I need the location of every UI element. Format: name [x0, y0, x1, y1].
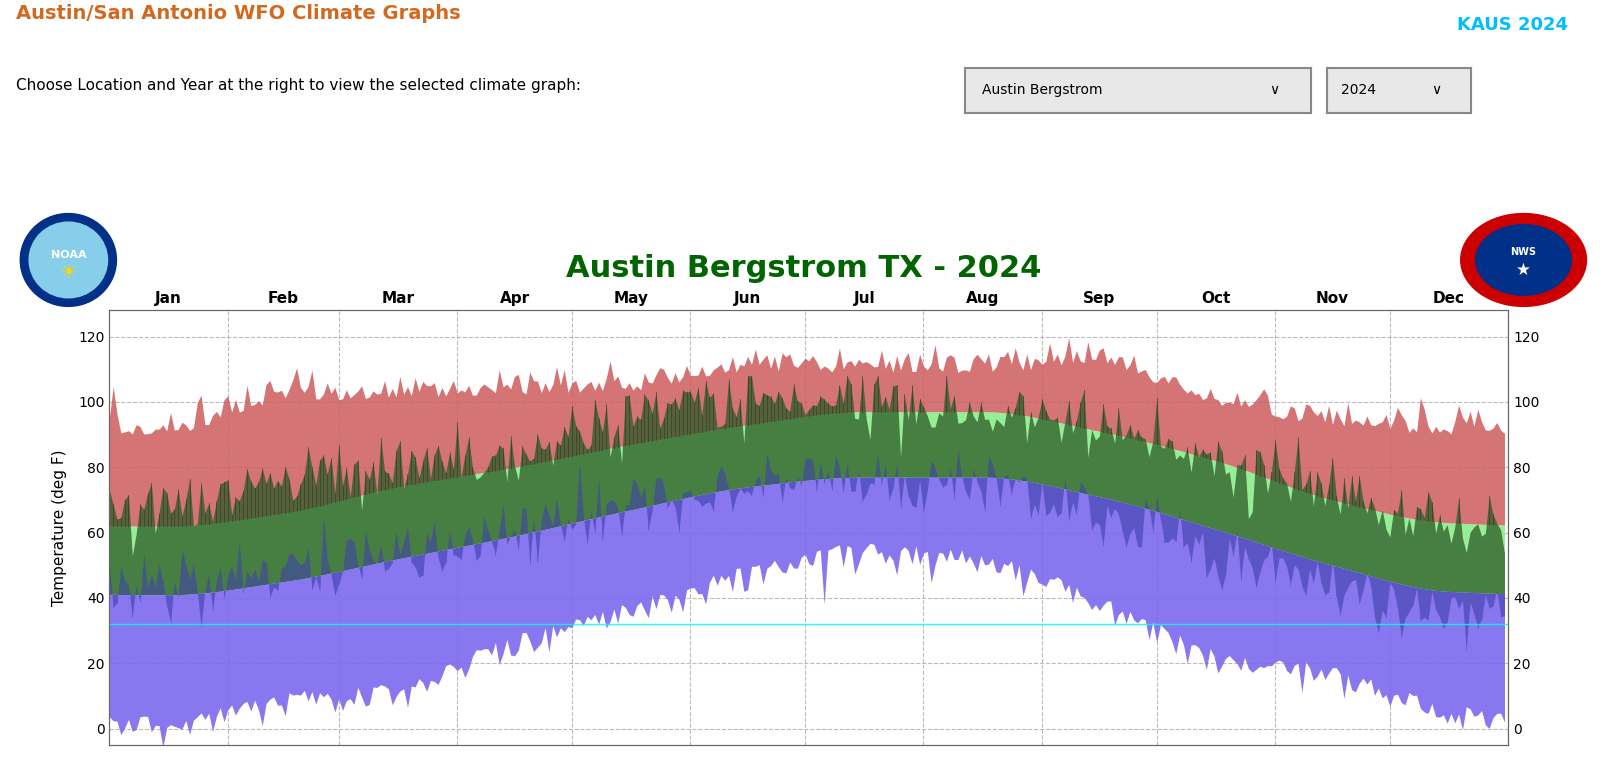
Circle shape [1475, 225, 1570, 296]
Text: KAUS 2024: KAUS 2024 [1456, 16, 1567, 33]
Text: Austin/San Antonio WFO Climate Graphs: Austin/San Antonio WFO Climate Graphs [16, 4, 461, 23]
Text: ∨: ∨ [1268, 83, 1278, 97]
Text: NOAA: NOAA [50, 250, 87, 260]
Circle shape [29, 222, 108, 298]
Text: NWS: NWS [1509, 248, 1536, 258]
Text: Austin Bergstrom TX - 2024: Austin Bergstrom TX - 2024 [566, 255, 1041, 283]
Circle shape [21, 213, 116, 307]
Text: ∨: ∨ [1430, 83, 1440, 97]
Y-axis label: Temperature (deg F): Temperature (deg F) [51, 449, 67, 606]
Circle shape [1459, 213, 1586, 307]
Text: Choose Location and Year at the right to view the selected climate graph:: Choose Location and Year at the right to… [16, 78, 580, 92]
Text: 2024: 2024 [1340, 83, 1376, 97]
Text: ★: ★ [1515, 261, 1530, 279]
Text: ☀: ☀ [59, 263, 77, 282]
Text: Austin Bergstrom: Austin Bergstrom [982, 83, 1102, 97]
